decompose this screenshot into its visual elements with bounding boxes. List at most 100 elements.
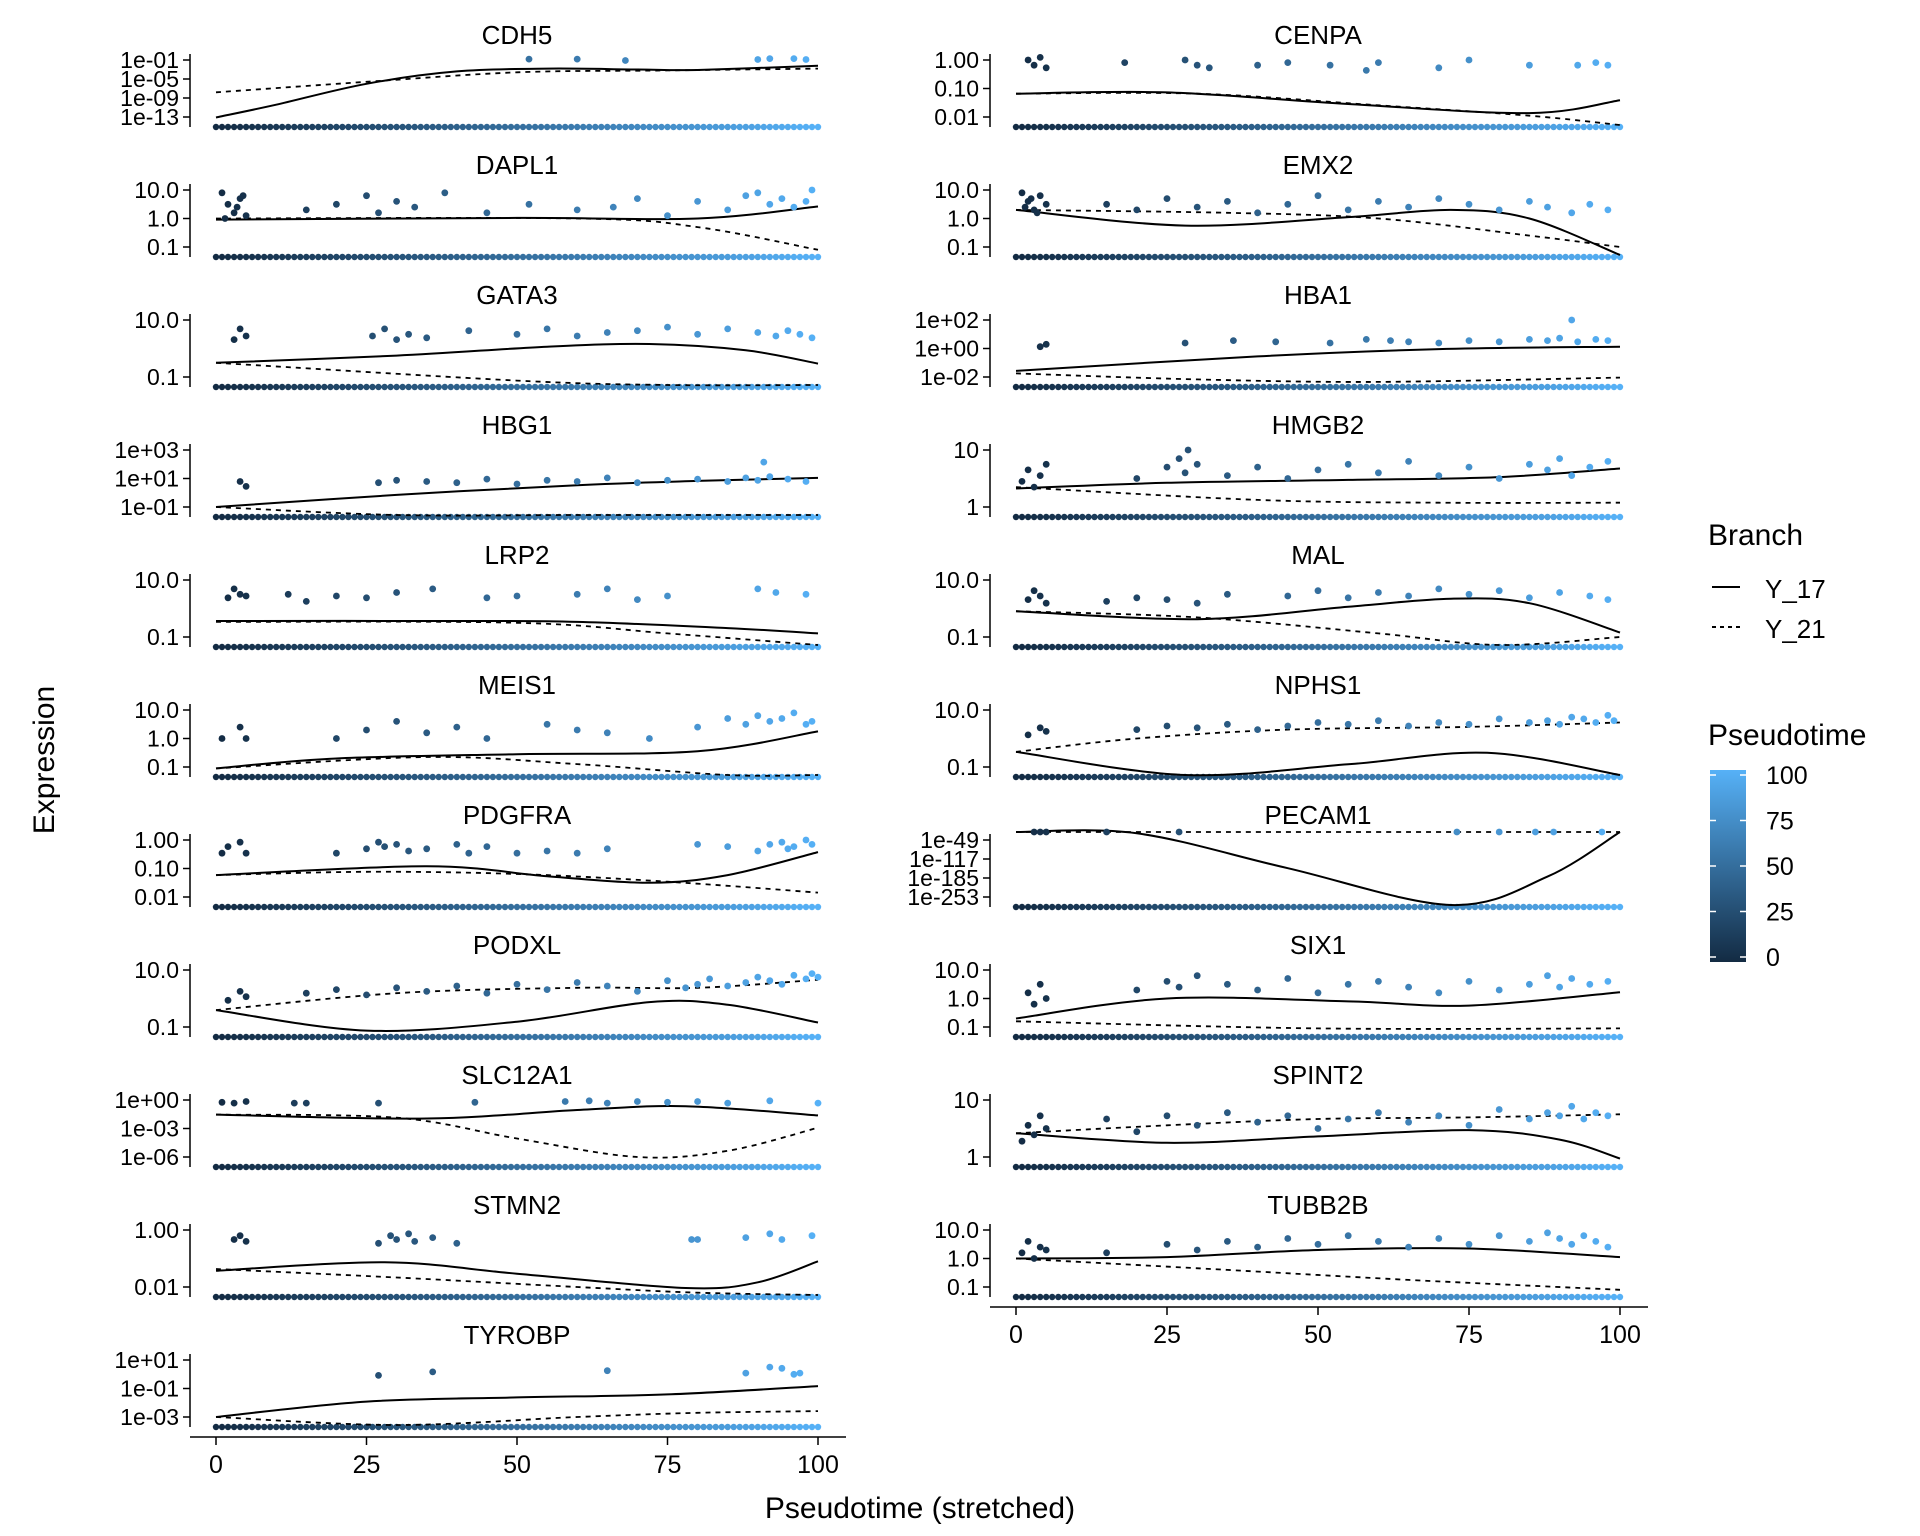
- baseline-point: [742, 123, 749, 131]
- baseline-point: [1604, 123, 1612, 131]
- baseline-point: [1502, 903, 1509, 911]
- data-point: [1465, 1240, 1473, 1248]
- baseline-point: [634, 903, 641, 911]
- baseline-point: [604, 1033, 611, 1041]
- baseline-point: [730, 383, 737, 391]
- baseline-point: [772, 1163, 780, 1171]
- data-point: [754, 56, 762, 63]
- baseline-point: [357, 903, 364, 911]
- baseline-point: [658, 1293, 665, 1301]
- baseline-point: [1242, 383, 1249, 391]
- baseline-point: [441, 1033, 448, 1041]
- baseline-point: [730, 253, 737, 261]
- panel-title: PECAM1: [1265, 800, 1372, 830]
- data-point: [634, 195, 641, 203]
- baseline-point: [604, 253, 611, 261]
- data-point: [814, 973, 822, 981]
- baseline-point: [1520, 773, 1527, 781]
- baseline-point: [1103, 1033, 1110, 1041]
- baseline-point: [363, 1293, 370, 1301]
- data-point: [1030, 587, 1038, 595]
- data-point: [1586, 463, 1594, 471]
- baseline-point: [658, 1423, 665, 1431]
- baseline-point: [778, 123, 786, 131]
- baseline-point: [1206, 1033, 1213, 1041]
- baseline-point: [363, 903, 370, 911]
- baseline-point: [525, 643, 533, 651]
- data-point: [423, 334, 431, 342]
- data-point: [1435, 719, 1443, 726]
- baseline-point: [1610, 1163, 1618, 1171]
- baseline-point: [1568, 903, 1575, 911]
- baseline-point: [212, 1033, 220, 1041]
- baseline-point: [1242, 1033, 1249, 1041]
- y-tick-label: 1e+02: [914, 307, 979, 333]
- baseline-point: [1109, 1163, 1116, 1171]
- baseline-point: [670, 253, 677, 261]
- data-point: [230, 585, 238, 593]
- baseline-point: [543, 1293, 551, 1301]
- baseline-point: [1604, 253, 1612, 261]
- baseline-point: [411, 383, 418, 391]
- baseline-point: [1194, 903, 1201, 911]
- baseline-point: [1357, 1293, 1364, 1301]
- baseline-point: [555, 773, 563, 781]
- baseline-point: [718, 1033, 725, 1041]
- data-point: [1254, 61, 1261, 69]
- baseline-point: [248, 383, 256, 391]
- data-point: [808, 970, 816, 977]
- baseline-point: [808, 123, 816, 131]
- data-point: [483, 209, 491, 217]
- baseline-point: [592, 253, 599, 261]
- panel-title: GATA3: [476, 280, 557, 310]
- data-point: [1027, 195, 1035, 203]
- baseline-point: [1109, 1293, 1116, 1301]
- baseline-point: [1272, 1163, 1279, 1171]
- data-point: [1042, 828, 1050, 836]
- baseline-point: [218, 1423, 226, 1431]
- baseline-point: [790, 903, 798, 911]
- baseline-point: [1024, 1163, 1032, 1171]
- data-point: [814, 1099, 822, 1107]
- baseline-point: [1236, 773, 1243, 781]
- baseline-point: [1435, 1293, 1443, 1301]
- data-point: [1193, 599, 1201, 607]
- baseline-point: [1139, 903, 1147, 911]
- baseline-point: [1411, 1163, 1418, 1171]
- data-point: [290, 1099, 298, 1107]
- baseline-point: [568, 1033, 575, 1041]
- baseline-point: [477, 253, 485, 261]
- branch-y17-curve: [1015, 1129, 1621, 1160]
- baseline-point: [1200, 253, 1207, 261]
- baseline-point: [1037, 123, 1044, 131]
- baseline-point: [1296, 903, 1304, 911]
- baseline-point: [1393, 123, 1400, 131]
- data-point: [1018, 1249, 1026, 1257]
- baseline-point: [1073, 1163, 1080, 1171]
- baseline-point: [501, 903, 509, 911]
- branch-legend-title: Branch: [1708, 519, 1803, 552]
- baseline-point: [489, 903, 497, 911]
- data-point: [802, 56, 810, 63]
- baseline-point: [1556, 1293, 1563, 1301]
- baseline-point: [1586, 1033, 1594, 1041]
- baseline-point: [1296, 253, 1304, 261]
- baseline-point: [1429, 643, 1437, 651]
- baseline-point: [1508, 773, 1515, 781]
- baseline-point: [706, 123, 713, 131]
- baseline-point: [1435, 123, 1443, 131]
- baseline-point: [1550, 643, 1557, 651]
- data-point: [1604, 61, 1612, 69]
- baseline-point: [1453, 1163, 1461, 1171]
- data-point: [573, 849, 581, 857]
- baseline-point: [1562, 1033, 1569, 1041]
- baseline-point: [1012, 253, 1020, 261]
- data-point: [543, 986, 551, 993]
- baseline-point: [357, 773, 364, 781]
- baseline-point: [1302, 513, 1310, 521]
- panel-title: TYROBP: [464, 1320, 571, 1350]
- baseline-point: [327, 773, 334, 781]
- baseline-point: [1399, 1033, 1406, 1041]
- baseline-point: [555, 1423, 563, 1431]
- baseline-point: [224, 773, 232, 781]
